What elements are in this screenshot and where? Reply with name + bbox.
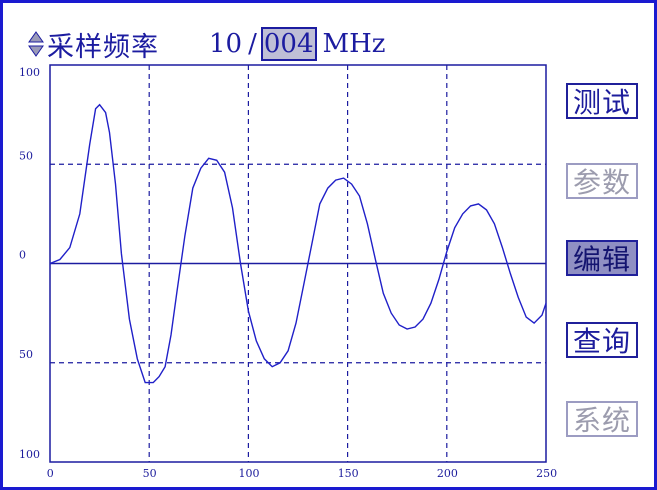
menu-button-1[interactable]: 测试	[566, 83, 638, 119]
waveform-line	[49, 103, 547, 384]
x-tick-label: 150	[338, 467, 359, 480]
sampling-rate-value: 10	[209, 29, 243, 59]
y-tick-label: 50	[19, 348, 33, 361]
header-bar: 采样频率 10 / 004 MHz	[27, 26, 386, 63]
chart-grid	[49, 64, 547, 463]
menu-button-2[interactable]: 参数	[566, 163, 638, 199]
sampling-rate-separator: /	[248, 29, 257, 59]
y-tick-label: 0	[19, 249, 26, 262]
x-tick-label: 250	[536, 467, 557, 480]
up-down-arrow-icon[interactable]	[27, 29, 45, 59]
x-tick-label: 0	[47, 467, 54, 480]
y-tick-label: 100	[19, 66, 40, 79]
y-tick-label: 50	[19, 149, 33, 162]
sampling-rate-divisor-field[interactable]: 004	[260, 27, 317, 61]
sampling-rate-title: 采样频率	[47, 31, 159, 63]
menu-button-3[interactable]: 编辑	[566, 240, 638, 276]
menu-button-4[interactable]: 查询	[566, 322, 638, 358]
x-tick-label: 50	[143, 467, 157, 480]
y-tick-label: 100	[19, 448, 40, 461]
sampling-rate-unit: MHz	[322, 29, 386, 59]
chart-tick-labels: 100 50 0 50 100 0 50 100 150 200 250	[19, 66, 557, 480]
x-tick-label: 200	[437, 467, 458, 480]
x-tick-label: 100	[239, 467, 260, 480]
menu-button-5[interactable]: 系统	[566, 401, 638, 437]
